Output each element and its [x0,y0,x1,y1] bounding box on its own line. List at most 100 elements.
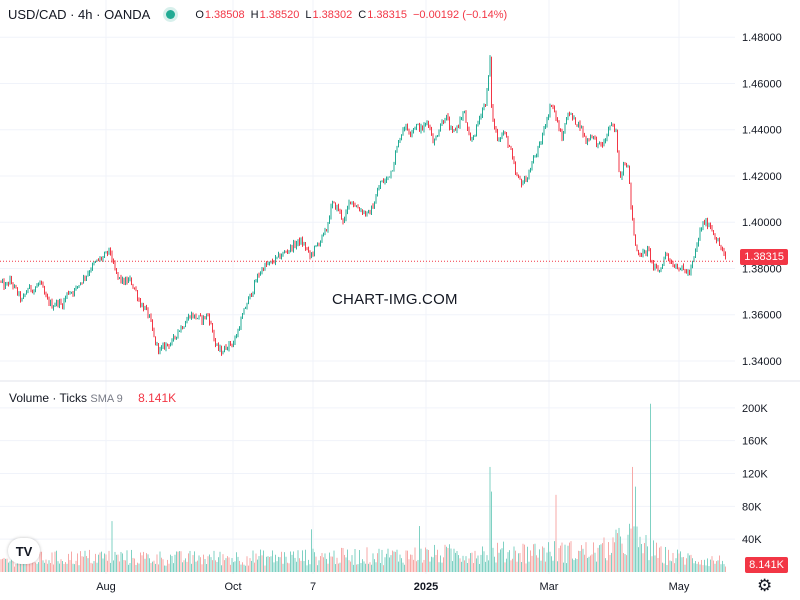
candle-body [449,119,450,129]
candle-body [186,319,188,324]
candle-body [215,339,216,345]
volume-bar [252,550,254,572]
candle-body [581,127,582,129]
candle-body [600,142,602,145]
volume-bar [314,552,315,572]
volume-bar [699,564,701,572]
candle-body [414,128,416,130]
candle-body [141,304,143,307]
candle-body [90,269,92,272]
volume-bar [342,547,344,572]
candle-body [189,315,191,319]
volume-bar [552,560,554,572]
candle-body [0,281,2,283]
volume-bar [320,556,321,572]
candle-body [245,307,246,309]
candle-body [516,173,518,176]
candle-body [143,304,144,310]
candle-body [110,247,111,254]
candle-body [263,268,264,271]
chart-legend: USD/CAD · 4h · OANDA O 1.38508 H 1.38520 L… [8,7,507,22]
volume-bar [557,561,558,572]
volume-bar [242,562,243,572]
candle-body [597,143,599,147]
volume-bar [300,560,302,572]
volume-bar [312,548,314,572]
volume-bar [209,554,210,572]
volume-bar [287,562,288,572]
volume-bar [426,549,428,572]
volume-bar [335,564,336,572]
candle-body [377,190,378,197]
candle-body [630,182,632,208]
volume-bar [641,543,642,572]
volume-bar [272,550,273,572]
candle-body [659,270,660,272]
volume-bar [12,556,14,572]
candle-body [608,127,609,136]
volume-bar [678,553,680,572]
volume-bar [141,555,143,572]
volume-bar [611,552,612,572]
volume-bar [21,559,23,572]
volume-bar [530,550,531,572]
volume-bar [491,491,492,572]
volume-bar [237,556,239,572]
volume-bar [248,565,249,572]
volume-bar [485,561,486,572]
volume-bar [597,547,599,572]
candle-body [288,250,290,253]
volume-bar [581,545,582,572]
volume-title[interactable]: Volume · Ticks [9,391,88,405]
candle-body [494,120,495,128]
candle-body [564,123,566,134]
symbol-title[interactable]: USD/CAD · 4h · OANDA [8,7,151,22]
volume-bar [725,566,726,572]
candle-body [9,277,11,285]
candle-body [378,186,380,191]
volume-bar [630,528,632,572]
candle-body [272,261,273,263]
volume-bar [206,564,207,572]
candle-body [716,238,717,242]
volume-bar [198,555,200,572]
volume-bar [192,555,194,572]
volume-bar [602,543,603,572]
candle-body [576,124,578,126]
candle-body [620,171,621,178]
close-value: 1.38315 [367,8,407,21]
volume-bar [245,565,246,572]
candle-body [399,140,401,142]
volume-bar [474,550,476,572]
candle-body [224,346,225,353]
price-tick-label: 1.40000 [742,217,782,229]
candle-body [573,117,575,119]
candle-body [107,251,108,254]
volume-bar [153,560,155,572]
volume-bar [675,558,677,572]
volume-bar [558,548,560,572]
volume-bar [332,556,333,572]
volume-bar [200,557,201,572]
volume-bar [395,551,396,572]
candle-body [173,336,174,340]
volume-bar [627,534,629,572]
volume-bar [132,557,134,572]
low-value: 1.38302 [312,8,353,21]
candle-body [602,144,603,146]
volume-bar [233,562,234,572]
volume-grid [0,381,735,574]
volume-bar [642,553,644,572]
candle-body [135,288,137,291]
candle-body [93,262,95,264]
volume-bar [399,554,401,572]
candle-body [578,122,579,126]
candle-body [540,143,542,145]
volume-bar [42,560,44,572]
volume-bar [333,550,335,572]
tradingview-logo[interactable]: TV [8,538,40,564]
gear-icon[interactable]: ⚙ [757,576,773,595]
volume-bar [6,558,8,572]
open-label: O [195,8,204,21]
